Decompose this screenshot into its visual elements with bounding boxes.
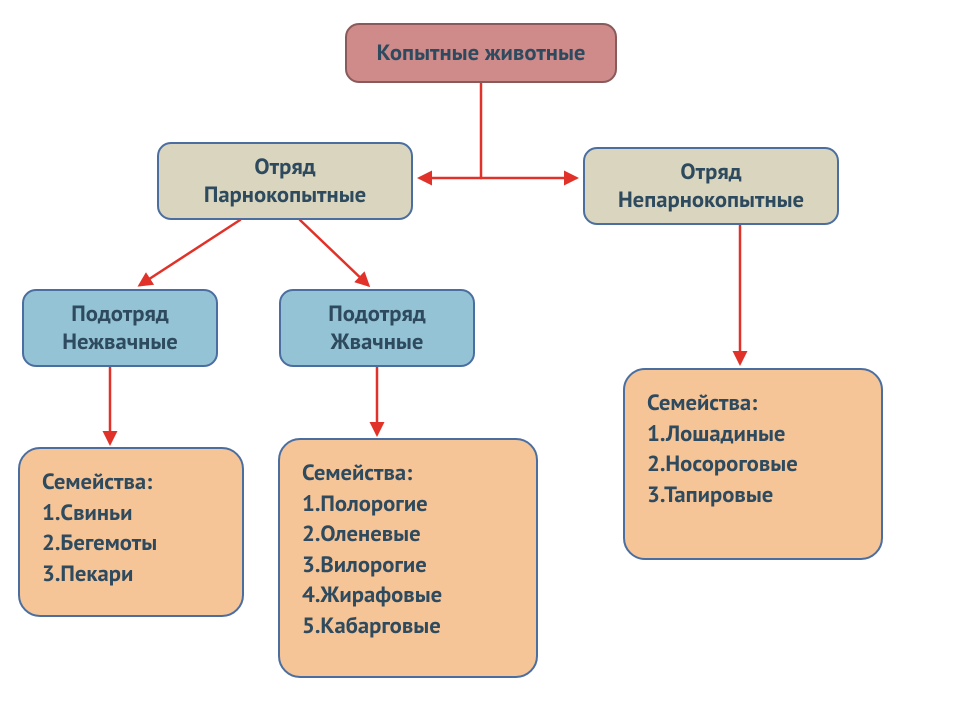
- leaf-families-odd-toed: Семейства: 1.Лошадиные 2.Носороговые 3.Т…: [623, 368, 883, 560]
- node-subB-label: Подотряд Жвачные: [328, 300, 425, 357]
- node-order-odd-toed: Отряд Непарнокопытные: [583, 147, 839, 225]
- node-order-even-toed: Отряд Парнокопытные: [157, 142, 413, 220]
- edge-orderA-to-subA: [140, 220, 240, 285]
- node-root: Копытные животные: [345, 23, 617, 83]
- node-suborder-nonruminant: Подотряд Нежвачные: [22, 289, 218, 367]
- leaf-families-ruminant: Семейства: 1.Полорогие 2.Оленевые 3.Вило…: [278, 438, 538, 678]
- leaf-families-nonruminant: Семейства: 1.Свиньи 2.Бегемоты 3.Пекари: [18, 447, 244, 617]
- node-orderB-label: Отряд Непарнокопытные: [618, 158, 804, 215]
- node-orderA-label: Отряд Парнокопытные: [204, 153, 366, 210]
- node-suborder-ruminant: Подотряд Жвачные: [279, 289, 475, 367]
- node-subA-label: Подотряд Нежвачные: [62, 300, 178, 357]
- edge-orderA-to-subB: [300, 220, 368, 285]
- node-root-label: Копытные животные: [377, 39, 586, 67]
